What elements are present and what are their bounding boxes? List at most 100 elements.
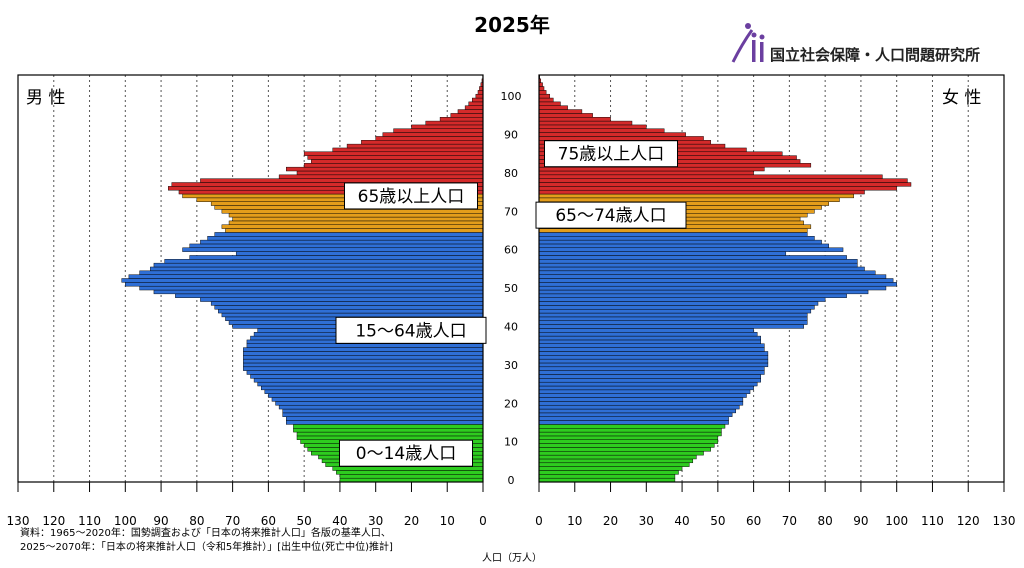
female-x-tick-label: 60 [746, 514, 761, 528]
male-bar [296, 435, 484, 440]
female-bar [538, 335, 761, 341]
male-bar [246, 370, 484, 375]
female-bar [538, 255, 847, 260]
male-bar [450, 113, 484, 118]
female-bar [538, 412, 733, 417]
female-bar [538, 374, 761, 379]
male-bar [253, 378, 484, 383]
female-bar [538, 328, 754, 333]
female-bar [538, 424, 726, 429]
female-bar [538, 305, 815, 310]
female-x-tick-label: 80 [818, 514, 833, 528]
male-x-tick-label: 80 [189, 514, 204, 528]
male-bar [286, 416, 484, 421]
male-bar [307, 155, 484, 160]
male-bar [332, 147, 484, 153]
male-x-tick-label: 0 [479, 514, 487, 528]
male-bar [268, 393, 484, 398]
male-bar [293, 428, 484, 433]
male-bar [303, 163, 484, 168]
group-label-box [344, 182, 478, 210]
male-bar [207, 236, 484, 241]
female-bar [538, 370, 765, 375]
female-bar [538, 113, 593, 118]
male-bar [121, 278, 484, 283]
female-bar [538, 97, 554, 103]
female-bar [538, 101, 561, 106]
female-bar [538, 228, 808, 233]
male-bar [153, 289, 484, 295]
male-x-tick-label: 30 [368, 514, 383, 528]
female-x-tick-label: 110 [921, 514, 944, 528]
female-bar [538, 197, 840, 202]
female-bar [538, 236, 815, 241]
male-bar [336, 470, 484, 475]
group-label-text: 65～74歳人口 [555, 206, 666, 226]
female-bar [538, 435, 719, 440]
female-bar [538, 366, 765, 371]
male-bar [246, 343, 484, 348]
female-bar [538, 93, 550, 99]
female-bar [538, 278, 894, 283]
female-bar [538, 408, 736, 414]
female-bar [538, 86, 545, 91]
female-x-tick-label: 90 [853, 514, 868, 528]
female-bar [538, 312, 808, 318]
male-bar [311, 159, 484, 164]
female-bar [538, 332, 758, 337]
male-bar [243, 366, 484, 371]
chart-title: 2025年 [474, 13, 550, 37]
male-bar [182, 247, 484, 252]
female-bar [538, 316, 808, 321]
male-bar [411, 124, 484, 129]
female-x-tick-label: 20 [603, 514, 618, 528]
female-bar [538, 343, 765, 348]
age-tick-label: 0 [508, 474, 515, 487]
female-x-tick-label: 10 [567, 514, 582, 528]
source-line-2: 2025～2070年：「日本の将来推計人口（令和5年推計）」[出生中位(死亡中位… [20, 540, 393, 553]
female-bar [538, 389, 751, 394]
age-tick-label: 80 [504, 167, 518, 180]
female-x-tick-label: 130 [993, 514, 1016, 528]
female-bar [538, 189, 865, 195]
female-bar [538, 178, 908, 183]
female-bar [538, 393, 747, 398]
male-x-tick-label: 130 [7, 514, 30, 528]
male-bar [218, 308, 484, 314]
male-bar [257, 381, 484, 387]
group-label: 75歳以上人口 [544, 140, 678, 168]
female-bar [538, 285, 887, 291]
female-bar [538, 186, 897, 191]
male-bar [361, 140, 484, 145]
male-bar [243, 358, 484, 364]
female-bar [538, 404, 740, 410]
female-bar [538, 451, 704, 456]
male-bar [375, 136, 484, 141]
male-label: 男 性 [26, 88, 65, 108]
male-bar [200, 297, 484, 302]
female-bar [538, 347, 765, 352]
male-bar [264, 389, 484, 394]
male-bar [175, 293, 484, 298]
labels-layer: 0 0 10 10 20 20 30 30 40 40 50 50 60 60 70 70 80 80 90 90 10… [7, 90, 1016, 528]
male-bar [296, 431, 484, 437]
female-bar [538, 462, 690, 467]
male-bar [243, 355, 484, 360]
female-bar [538, 420, 729, 425]
male-bar [228, 220, 484, 225]
male-plot-frame [17, 74, 484, 483]
age-tick-label: 100 [501, 90, 522, 103]
female-x-tick-label: 40 [674, 514, 689, 528]
group-label: 15～64歳人口 [335, 316, 487, 344]
age-tick-label: 50 [504, 282, 518, 295]
female-bar [538, 474, 676, 479]
male-bar [153, 262, 484, 268]
female-bar [538, 378, 761, 383]
female-bar [538, 443, 715, 448]
male-bar [303, 151, 484, 156]
group-label-box [544, 140, 678, 168]
male-bar [200, 178, 484, 183]
female-bar [538, 454, 697, 460]
female-x-tick-label: 70 [782, 514, 797, 528]
female-bar [538, 120, 633, 126]
